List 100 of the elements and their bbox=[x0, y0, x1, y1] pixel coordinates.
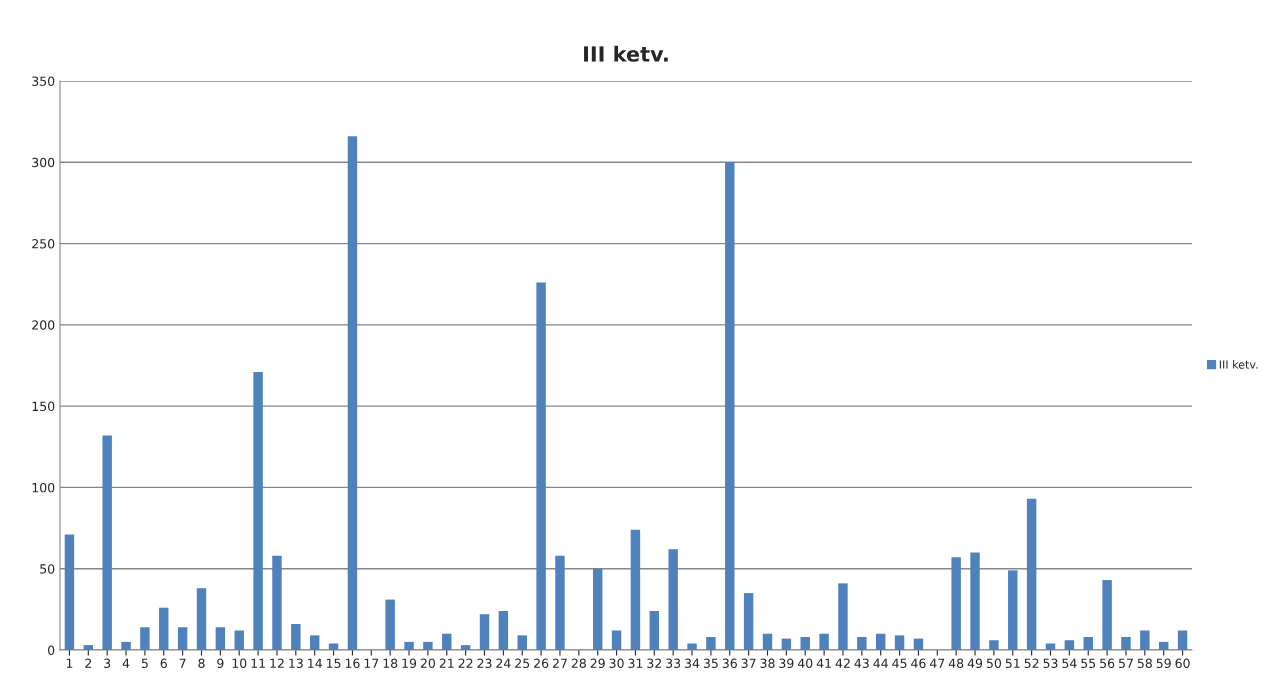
chart-title: III ketv. bbox=[584, 45, 668, 62]
bar bbox=[951, 557, 961, 650]
x-tick-label: 9 bbox=[217, 658, 224, 669]
x-tick-label: 47 bbox=[929, 658, 945, 668]
x-tick-label: 42 bbox=[835, 658, 850, 668]
x-tick-label: 5 bbox=[141, 658, 148, 669]
y-tick-label: 100 bbox=[32, 482, 55, 493]
x-tick-label: 23 bbox=[477, 658, 492, 669]
x-tick-label: 24 bbox=[496, 658, 511, 668]
bar bbox=[253, 372, 263, 650]
bar bbox=[347, 136, 358, 650]
legend-label: III ketv. bbox=[1219, 360, 1258, 369]
x-tick-label: 43 bbox=[854, 658, 869, 669]
bar bbox=[725, 162, 735, 650]
bar bbox=[649, 610, 660, 650]
x-tick-label: 48 bbox=[948, 658, 964, 669]
x-tick-label: 7 bbox=[179, 658, 186, 668]
x-tick-label: 59 bbox=[1156, 658, 1171, 669]
bar bbox=[1121, 636, 1131, 650]
x-tick-label: 29 bbox=[590, 658, 605, 669]
bar bbox=[272, 555, 282, 650]
x-tick-label: 1 bbox=[66, 658, 73, 668]
y-tick-label: 350 bbox=[32, 76, 55, 86]
y-tick-label: 250 bbox=[32, 239, 55, 249]
x-tick-label: 51 bbox=[1005, 658, 1020, 669]
bar bbox=[159, 607, 169, 650]
bar bbox=[1064, 640, 1075, 650]
y-tick-label: 200 bbox=[32, 320, 55, 330]
y-tick-label: 50 bbox=[40, 564, 55, 574]
bar bbox=[140, 627, 150, 650]
x-tick-label: 26 bbox=[534, 658, 549, 669]
bar bbox=[706, 636, 716, 650]
bar bbox=[1177, 630, 1188, 650]
bar bbox=[177, 627, 188, 650]
bar bbox=[875, 633, 886, 650]
x-tick-label: 60 bbox=[1175, 658, 1190, 669]
bar bbox=[121, 641, 131, 650]
x-tick-label: 58 bbox=[1137, 658, 1152, 669]
x-tick-label: 32 bbox=[647, 658, 661, 669]
x-tick-label: 44 bbox=[873, 658, 888, 668]
x-tick-label: 21 bbox=[439, 658, 454, 668]
y-tick-label: 300 bbox=[32, 157, 55, 168]
x-tick-label: 38 bbox=[760, 658, 775, 669]
x-tick-label: 19 bbox=[402, 658, 417, 669]
bar bbox=[592, 568, 603, 650]
bar bbox=[479, 614, 490, 650]
x-tick-label: 30 bbox=[609, 658, 624, 669]
x-tick-label: 39 bbox=[779, 658, 794, 669]
x-tick-label: 41 bbox=[816, 658, 831, 668]
x-tick-label: 18 bbox=[383, 658, 398, 669]
bar bbox=[894, 635, 905, 650]
y-tick-label: 0 bbox=[48, 645, 55, 655]
bar bbox=[215, 627, 226, 650]
x-tick-label: 25 bbox=[515, 658, 530, 669]
x-tick-label: 54 bbox=[1062, 658, 1077, 669]
bar bbox=[291, 623, 301, 650]
x-tick-label: 2 bbox=[85, 658, 92, 668]
bar bbox=[781, 638, 792, 650]
x-tick-label: 27 bbox=[552, 658, 567, 668]
bar bbox=[460, 645, 471, 650]
bar bbox=[800, 636, 810, 650]
x-tick-label: 16 bbox=[345, 658, 360, 669]
x-tick-label: 11 bbox=[251, 658, 265, 668]
x-tick-label: 52 bbox=[1024, 658, 1039, 669]
x-tick-label: 8 bbox=[198, 658, 205, 669]
bar bbox=[838, 583, 848, 650]
bar bbox=[1102, 580, 1112, 650]
bar bbox=[913, 638, 924, 650]
x-tick-label: 15 bbox=[326, 658, 341, 669]
x-tick-label: 50 bbox=[986, 658, 1002, 669]
x-tick-label: 46 bbox=[911, 658, 926, 669]
x-tick-label: 14 bbox=[308, 658, 322, 668]
x-tick-label: 35 bbox=[703, 658, 718, 669]
bar bbox=[970, 552, 980, 650]
x-tick-label: 6 bbox=[160, 658, 167, 669]
bar bbox=[762, 633, 773, 650]
x-tick-label: 45 bbox=[892, 658, 907, 669]
bar bbox=[555, 555, 565, 650]
x-tick-label: 4 bbox=[122, 658, 130, 668]
bar bbox=[1045, 643, 1056, 650]
bar bbox=[743, 593, 754, 650]
x-tick-label: 17 bbox=[364, 658, 379, 668]
x-tick-label: 56 bbox=[1100, 658, 1115, 669]
bar bbox=[819, 633, 829, 650]
bar bbox=[857, 636, 867, 650]
x-tick-label: 53 bbox=[1043, 658, 1058, 669]
x-tick-label: 55 bbox=[1081, 658, 1096, 669]
bar bbox=[611, 630, 622, 650]
x-tick-label: 10 bbox=[232, 658, 247, 669]
bar bbox=[309, 635, 320, 650]
bar bbox=[536, 282, 546, 650]
x-tick-label: 33 bbox=[666, 658, 681, 669]
x-tick-label: 28 bbox=[571, 658, 586, 669]
x-tick-label: 3 bbox=[104, 658, 111, 669]
bar bbox=[517, 635, 527, 650]
x-tick-label: 34 bbox=[685, 658, 700, 669]
bar bbox=[1140, 630, 1150, 650]
bar bbox=[1026, 498, 1037, 650]
bar bbox=[668, 549, 678, 650]
bar bbox=[328, 643, 339, 650]
